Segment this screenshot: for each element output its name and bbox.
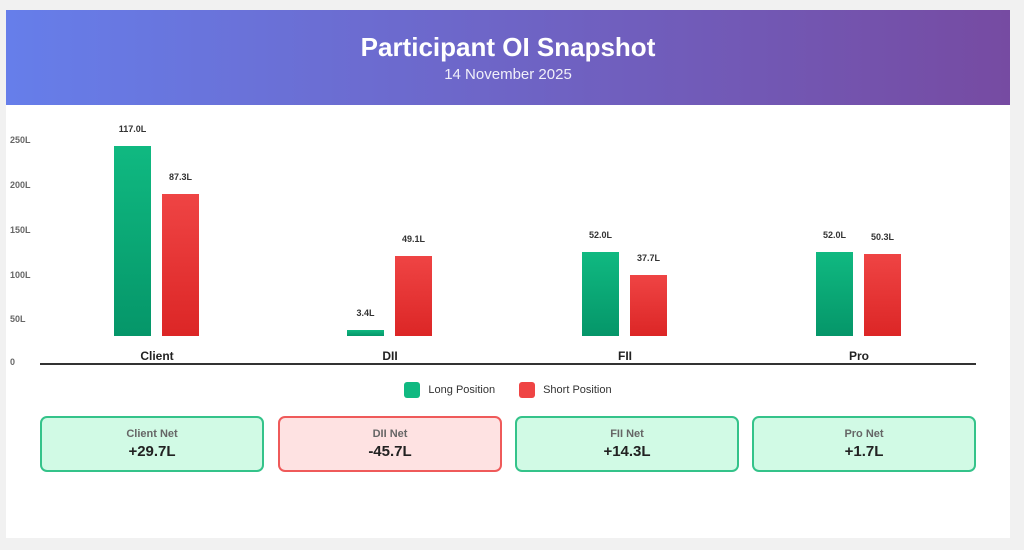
- date-subtitle: 14 November 2025: [444, 66, 572, 83]
- net-label: DII Net: [372, 428, 408, 440]
- legend-label-long: Long Position: [428, 384, 496, 396]
- category-label-fii: FII: [618, 349, 632, 363]
- value-label: 117.0L: [118, 124, 147, 134]
- net-value: +14.3L: [603, 443, 651, 460]
- category-label-dii: DII: [382, 349, 398, 363]
- legend-swatch-long: [404, 382, 421, 398]
- short-bar-fii: [630, 274, 667, 336]
- category-label-pro: Pro: [848, 349, 869, 363]
- snapshot-card: Participant OI Snapshot 14 November 2025…: [6, 10, 1010, 538]
- net-value: +29.7L: [128, 443, 176, 460]
- y-tick-label: 150L: [10, 225, 31, 235]
- legend-swatch-short: [519, 382, 536, 398]
- short-bar-pro: [864, 254, 901, 336]
- y-tick-label: 200L: [10, 180, 31, 190]
- value-label: 37.7L: [636, 252, 660, 263]
- net-value: +1.7L: [844, 443, 884, 460]
- page-title: Participant OI Snapshot: [360, 32, 656, 62]
- net-value: -45.7L: [368, 443, 412, 460]
- long-bar-dii: [347, 330, 384, 336]
- short-bar-dii: [395, 256, 432, 336]
- y-tick-label: 50L: [10, 314, 26, 324]
- legend-short: Short Position: [519, 382, 612, 398]
- net-card-fii: FII Net +14.3L: [515, 416, 739, 472]
- net-card-pro: Pro Net +1.7L: [752, 416, 976, 472]
- category-label-client: Client: [140, 349, 174, 363]
- net-label: Pro Net: [844, 428, 884, 440]
- header: Participant OI Snapshot 14 November 2025: [6, 10, 1010, 105]
- long-bar-client: [114, 146, 151, 336]
- value-label: 87.3L: [168, 172, 192, 183]
- value-label: 49.1L: [401, 234, 425, 245]
- net-card-dii: DII Net -45.7L: [278, 416, 502, 472]
- short-bar-client: [162, 194, 199, 336]
- legend-long: Long Position: [404, 382, 495, 398]
- x-axis-line: [40, 363, 976, 365]
- long-bar-fii: [582, 251, 619, 336]
- value-label: 52.0L: [822, 229, 846, 240]
- net-label: FII Net: [610, 428, 644, 440]
- legend-label-short: Short Position: [543, 384, 612, 396]
- net-card-client: Client Net +29.7L: [40, 416, 264, 472]
- legend: Long Position Short Position: [6, 382, 1010, 398]
- y-tick-label: 100L: [10, 270, 31, 280]
- y-tick-label: 250L: [10, 135, 31, 145]
- y-tick-label: 0: [10, 357, 16, 367]
- net-label: Client Net: [126, 428, 178, 440]
- value-label: 3.4L: [356, 308, 375, 319]
- long-bar-pro: [816, 251, 853, 336]
- value-label: 50.3L: [870, 232, 894, 243]
- value-label: 52.0L: [588, 229, 612, 240]
